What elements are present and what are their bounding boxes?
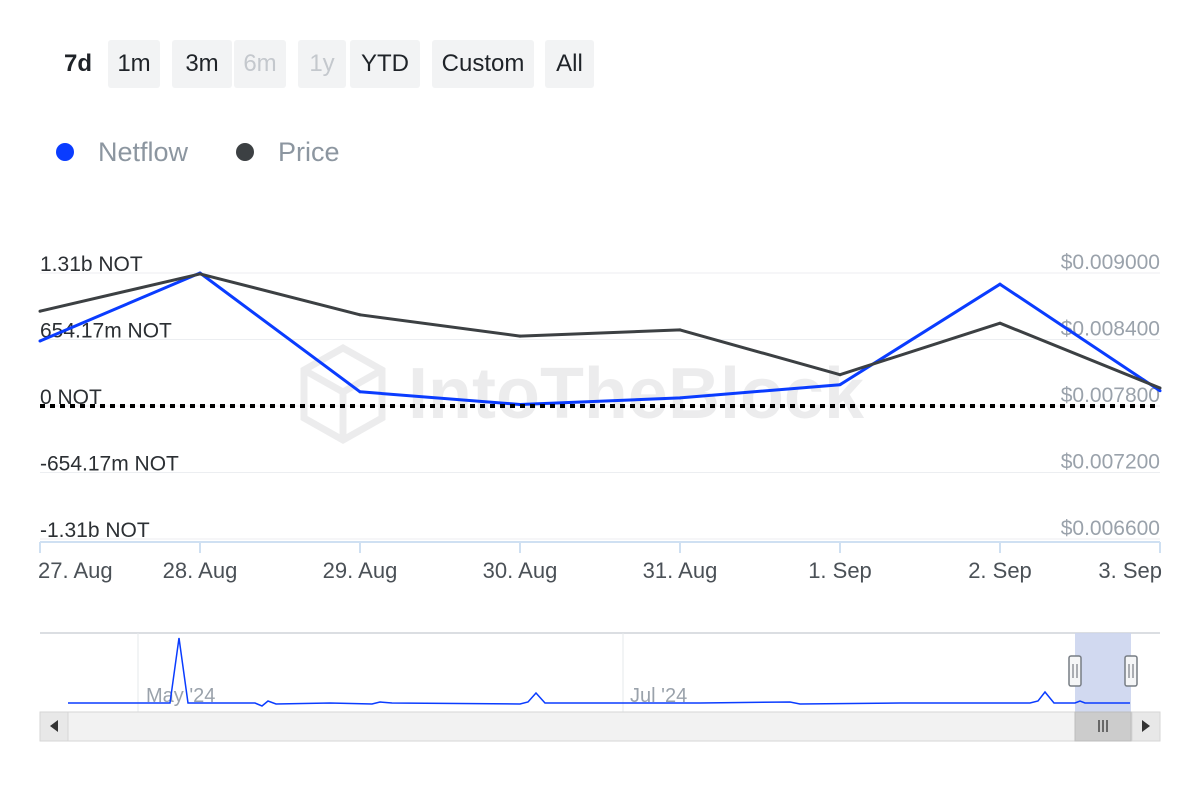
left-axis-tick-label: -1.31b NOT [40, 519, 150, 542]
scroll-left-triangle-icon [50, 720, 58, 732]
right-axis-tick-label: $0.009000 [1061, 251, 1160, 274]
scrollbar-track[interactable] [39, 711, 1161, 742]
x-axis-tick-label: 28. Aug [163, 558, 238, 583]
navigator-selected-window [1075, 633, 1131, 712]
netflow-data-point [838, 383, 842, 387]
legend-label-price: Price [278, 137, 340, 167]
range-button-1y: 1y [298, 40, 346, 88]
left-axis-tick-label: 1.31b NOT [40, 253, 143, 276]
right-axis-tick-label: $0.007200 [1061, 451, 1160, 474]
x-axis-tick-label: 1. Sep [808, 558, 872, 583]
navigator-label: May '24 [146, 685, 215, 707]
scroll-right-triangle-icon [1142, 720, 1150, 732]
left-axis: 1.31b NOT 654.17m NOT 0 NOT -654.17m NOT -1.… [40, 253, 179, 542]
range-button-1m[interactable]: 1m [108, 40, 160, 88]
range-button-ytd[interactable]: YTD [350, 40, 420, 88]
navigator-background [40, 633, 1160, 712]
netflow-data-point [358, 390, 362, 394]
navigator-left-handle[interactable] [1068, 655, 1082, 687]
price-data-point [198, 272, 202, 276]
netflow-data-point [1158, 389, 1162, 393]
x-axis-tick-label: 29. Aug [323, 558, 398, 583]
scrollbar-right-button[interactable] [1131, 711, 1161, 742]
scrollbar-thumb-body [1074, 711, 1132, 742]
price-data-point [678, 328, 682, 332]
x-axis-tick-label: 3. Sep [1098, 558, 1162, 583]
netflow-data-point [678, 396, 682, 400]
range-button-6m: 6m [234, 40, 286, 88]
netflow-series-line [39, 271, 1161, 406]
navigator-handle-body [1068, 655, 1082, 687]
price-legend-dot-icon [236, 143, 254, 161]
left-axis-tick-label: -654.17m NOT [40, 453, 179, 476]
netflow-legend-dot-icon [56, 143, 74, 161]
netflow-data-point [38, 339, 42, 343]
x-axis-tick-label: 27. Aug [38, 558, 113, 583]
range-button-7d[interactable]: 7d [52, 40, 104, 88]
x-axis: 27. Aug 28. Aug 29. Aug 30. Aug 31. Aug 1. Se… [38, 541, 1162, 583]
price-series-line [39, 272, 1161, 390]
price-data-point [998, 321, 1002, 325]
legend-label-netflow: Netflow [98, 137, 189, 167]
legend-item-netflow[interactable]: Netflow [56, 130, 216, 174]
scrollbar-thumb[interactable] [1074, 711, 1132, 742]
navigator: May '24 Jul '24 [39, 632, 1161, 742]
x-axis-tick-label: 31. Aug [643, 558, 718, 583]
right-axis-tick-label: $0.007800 [1061, 384, 1160, 407]
right-axis-tick-label: $0.006600 [1061, 517, 1160, 540]
right-axis-tick-label: $0.008400 [1061, 318, 1160, 341]
navigator-label: Jul '24 [630, 685, 687, 707]
right-axis: $0.009000 $0.008400 $0.007800 $0.007200 $0.0… [1061, 251, 1160, 540]
scrollbar-left-button[interactable] [39, 711, 69, 742]
watermark-logo: IntoTheBlock [300, 343, 865, 445]
price-data-point [38, 309, 42, 313]
netflow-data-point [998, 282, 1002, 286]
price-data-point [1158, 386, 1162, 390]
range-button-custom[interactable]: Custom [432, 40, 534, 88]
navigator-netflow-line [68, 637, 1130, 707]
range-button-3m[interactable]: 3m [172, 40, 232, 88]
x-axis-tick-label: 2. Sep [968, 558, 1032, 583]
left-axis-tick-label: 654.17m NOT [40, 320, 172, 343]
series-layer [38, 271, 1162, 408]
price-data-point [518, 334, 522, 338]
navigator-right-handle[interactable] [1124, 655, 1138, 687]
watermark-text: IntoTheBlock [408, 354, 865, 434]
range-button-all[interactable]: All [545, 40, 594, 88]
legend-item-price[interactable]: Price [236, 130, 356, 174]
left-axis-tick-label: 0 NOT [40, 386, 102, 409]
price-data-point [838, 373, 842, 377]
price-data-point [358, 313, 362, 317]
navigator-handle-body [1124, 655, 1138, 687]
watermark-cube-icon [300, 343, 386, 445]
x-axis-tick-label: 30. Aug [483, 558, 558, 583]
